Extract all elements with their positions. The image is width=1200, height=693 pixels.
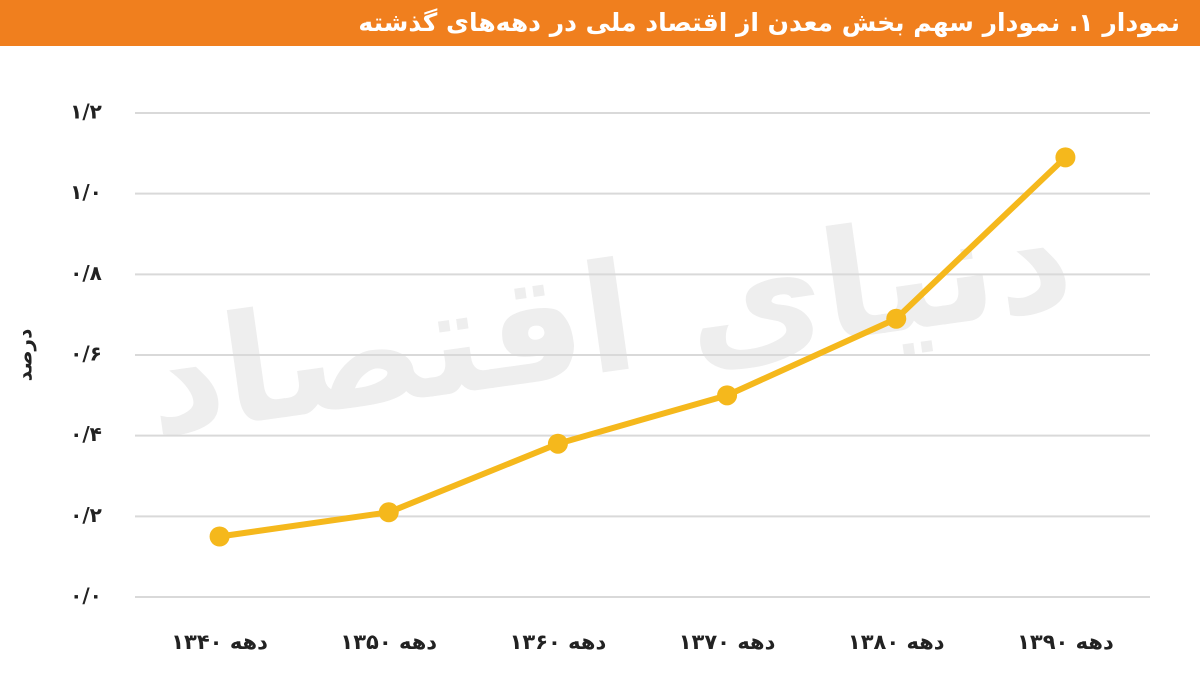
x-tick-label: دهه ۱۳۴۰ [171,630,268,654]
y-axis-label: درصد [13,329,37,382]
y-tick-label: ۰/۸ [70,261,102,285]
y-tick-label: ۰/۰ [70,584,102,608]
y-tick-label: ۰/۴ [70,422,102,446]
y-tick-label: ۱/۲ [70,100,102,124]
x-tick-label: دهه ۱۳۷۰ [679,630,776,654]
title-bar [0,0,1200,46]
x-tick-label: دهه ۱۳۶۰ [510,630,607,654]
data-point [547,433,568,454]
data-point [209,526,230,547]
data-point [886,308,907,329]
y-tick-label: ۰/۲ [70,503,102,527]
data-point [717,385,738,406]
y-tick-label: ۱/۰ [70,180,102,204]
data-line [219,155,1068,540]
data-point [378,502,399,523]
y-tick-label: ۰/۶ [70,342,102,366]
x-tick-label: دهه ۱۳۸۰ [848,630,945,654]
data-point [1055,147,1076,168]
chart-title: نمودار ۱. نمودار سهم بخش معدن از اقتصاد … [358,8,1180,38]
x-tick-label: دهه ۱۳۵۰ [340,630,437,654]
x-tick-label: دهه ۱۳۹۰ [1017,630,1114,654]
watermark: دنیای اقتصاد [135,169,1083,471]
